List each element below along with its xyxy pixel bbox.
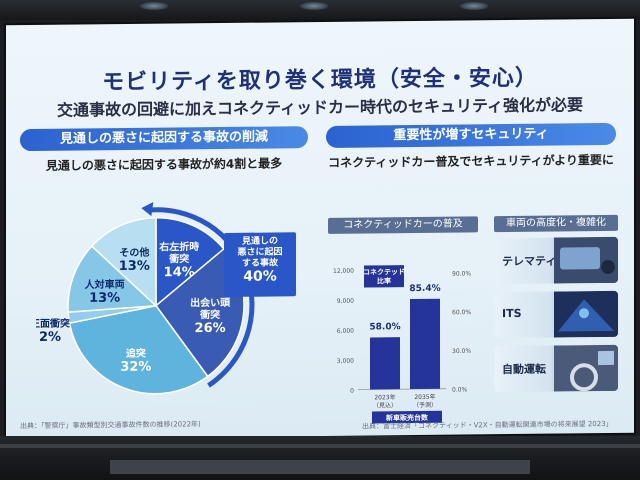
stage-bar	[110, 460, 530, 474]
accident-pie-chart: 右左折時衝突 14% 出会い頭衝突 26% 追突 32% 正面衝突 2% 人対車両 13% その他 1…	[30, 182, 286, 415]
pie-slice-percentage: 13%	[89, 291, 120, 306]
ceiling	[0, 0, 640, 20]
ceiling-light	[460, 2, 488, 10]
right-caption: コネクティッドカー普及でセキュリティがより重要に	[328, 152, 614, 170]
tile-its: ITS	[494, 290, 618, 339]
bar	[410, 298, 440, 390]
pie-slice-label: その他	[119, 246, 149, 259]
right-section-heading: 重要性が増すセキュリティ	[326, 122, 616, 148]
stage-floor	[0, 436, 640, 480]
y-tick-label: 9,000	[337, 298, 354, 305]
bar-svg: 12,000 9,000 6,000 3,000 0 90.0% 60.0% 30.0% 0.0…	[333, 265, 471, 424]
left-caption: 見通しの悪さに起因する事故が約4割と最多	[45, 156, 283, 173]
y2-tick-label: 60.0%	[452, 309, 471, 316]
ceiling-light	[140, 2, 168, 10]
dashboard-image	[554, 236, 618, 284]
right-source: 出典：富士経済「コネクティッド・V2X・自動運転関連市場の将来展望 2023」	[362, 419, 613, 431]
left-section-heading: 見通しの悪さに起因する事故の削減	[20, 126, 308, 152]
callout-arrow-head	[141, 202, 154, 217]
y-tick-label: 12,000	[333, 268, 354, 275]
stage-rail	[0, 444, 640, 448]
legend-box	[372, 410, 442, 424]
legend-label: 新車販売台数	[386, 413, 429, 422]
pie-slice-label: 出会い頭衝突	[190, 296, 231, 321]
pie-slice-percentage: 2%	[39, 330, 61, 345]
pie-slice	[67, 245, 158, 313]
ratio-label: 58.0%	[369, 322, 400, 332]
y-tick-label: 0	[350, 388, 354, 395]
pie-svg: 右左折時衝突14%出会い頭衝突26%追突32%正面衝突2%人対車両13%その他1…	[30, 202, 255, 395]
tile-autonomous: 自動運転	[494, 344, 618, 393]
annotation-box	[364, 265, 404, 288]
y-tick-label: 6,000	[337, 328, 354, 335]
category-label: 2023年（見込）	[373, 393, 397, 409]
tile-telematics: テレマティクス	[494, 236, 618, 285]
callout-text: 見通しの 悪さに起因 する事故	[237, 236, 283, 269]
slide-subtitle: 交通事故の回避に加えコネクティッドカー時代のセキュリティ強化が必要	[56, 95, 584, 120]
pie-slice-label: 正面衝突	[36, 317, 70, 330]
y2-tick-label: 0.0%	[452, 386, 468, 393]
pie-slice	[68, 304, 209, 395]
y2-tick-label: 30.0%	[452, 348, 471, 355]
pie-slice	[155, 216, 225, 308]
tiles-heading: 車両の高度化・複雑化	[494, 214, 618, 233]
callout-box: 見通しの 悪さに起因 する事故 40%	[224, 232, 296, 298]
y-tick-label: 3,000	[337, 358, 354, 365]
pie-slice-percentage: 13%	[119, 259, 150, 274]
bar	[370, 337, 400, 390]
pie-slice-label: 右左折時衝突	[158, 240, 199, 265]
connected-car-chart: 12,000 9,000 6,000 3,000 0 90.0% 60.0% 30.0% 0.0…	[326, 246, 486, 434]
pie-slice-percentage: 14%	[164, 265, 195, 280]
left-source: 出典：「警察庁」事故類型別交通事故件数の推移(2022年)	[20, 420, 201, 431]
tile-label: 自動運転	[502, 362, 546, 377]
pie-slice-label: 追突	[126, 347, 146, 360]
category-label: 2035年（予測）	[413, 393, 437, 409]
pie-slice	[90, 216, 157, 308]
callout-percentage: 40%	[243, 268, 277, 285]
cockpit-image	[554, 344, 618, 392]
projection-screen: モビリティを取り巻く環境（安全・安心） 交通事故の回避に加えコネクティッドカー時…	[6, 18, 634, 440]
ceiling-light	[300, 2, 328, 10]
annotation-text: コネクテッド比率	[363, 267, 405, 285]
ratio-label: 85.4%	[409, 284, 440, 294]
pie-slice-percentage: 32%	[120, 359, 151, 374]
pie-slice-percentage: 26%	[195, 321, 226, 336]
y2-tick-label: 90.0%	[452, 270, 471, 277]
chart-heading: コネクティッドカーの普及	[328, 216, 478, 234]
tile-label: ITS	[502, 306, 522, 321]
pie-slice-label: 人対車両	[85, 278, 125, 291]
traffic-image	[554, 290, 618, 338]
